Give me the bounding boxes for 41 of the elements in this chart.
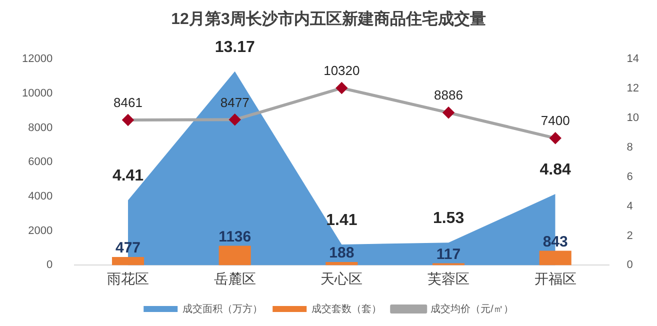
legend-label: 成交套数（套） xyxy=(312,302,382,315)
x-tick-label: 开福区 xyxy=(534,270,576,286)
y-tick-label: 2000 xyxy=(28,224,53,237)
y2-tick-label: 2 xyxy=(626,230,633,242)
bar xyxy=(539,250,572,266)
y2-tick-label: 4 xyxy=(626,200,633,212)
data-label: 1136 xyxy=(218,228,252,246)
data-label: 10320 xyxy=(324,63,360,78)
data-label: 7400 xyxy=(540,113,570,128)
y2-tick-label: 8 xyxy=(626,142,633,154)
y-tick-label: 12000 xyxy=(22,53,53,66)
bar xyxy=(218,246,251,266)
y-tick-label: 10000 xyxy=(22,88,53,100)
data-label: 1.53 xyxy=(432,210,464,228)
data-label: 8461 xyxy=(114,95,142,110)
legend-label: 成交均价（元/㎡） xyxy=(430,302,514,315)
data-label: 1.41 xyxy=(326,212,358,229)
bar xyxy=(326,262,358,266)
x-tick-label: 芙蓉区 xyxy=(428,270,470,286)
y2-tick-label: 0 xyxy=(626,259,633,272)
data-label: 8886 xyxy=(434,88,463,103)
chart-title: 12月第3周长沙市内五区新建商品住宅成交量 xyxy=(171,9,486,28)
bar xyxy=(112,257,144,266)
y2-tick-label: 6 xyxy=(626,170,633,183)
data-label: 8477 xyxy=(220,94,250,110)
y-tick-label: 8000 xyxy=(28,122,53,134)
x-tick-label: 岳麓区 xyxy=(214,270,256,286)
y-tick-label: 4000 xyxy=(28,190,53,203)
y-tick-label: 0 xyxy=(46,259,53,272)
data-label: 4.41 xyxy=(112,168,144,185)
data-label: 13.17 xyxy=(214,38,255,56)
y2-tick-label: 12 xyxy=(626,82,640,95)
legend-label: 成交面积（万方） xyxy=(182,302,263,315)
data-label: 4.84 xyxy=(540,161,572,178)
y2-tick-label: 14 xyxy=(626,53,640,66)
data-label: 117 xyxy=(436,246,461,263)
data-label: 188 xyxy=(329,244,354,262)
y-tick-label: 6000 xyxy=(28,156,53,168)
x-tick-label: 天心区 xyxy=(320,270,363,286)
x-tick-label: 雨花区 xyxy=(107,270,150,286)
y2-tick-label: 10 xyxy=(626,112,640,124)
